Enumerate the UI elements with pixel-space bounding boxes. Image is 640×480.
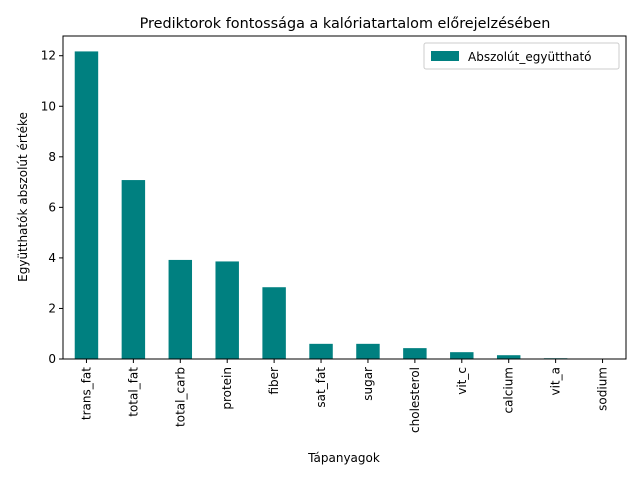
bar-total_carb xyxy=(168,259,193,359)
y-tick-label: 6 xyxy=(48,200,56,214)
x-tick-label: calcium xyxy=(502,367,516,414)
x-tick-label: sat_fat xyxy=(314,367,328,408)
bars-group xyxy=(74,51,615,360)
plot-frame xyxy=(62,35,627,360)
y-tick-label: 12 xyxy=(41,49,56,63)
x-tick-label: vit_a xyxy=(549,367,563,396)
x-tick-label: protein xyxy=(220,367,234,410)
x-axis-label: Tápanyagok xyxy=(307,451,380,465)
bar-sugar xyxy=(356,343,380,359)
x-tick-label: sugar xyxy=(361,367,375,401)
x-tick-label: cholesterol xyxy=(408,367,422,433)
chart-title: Prediktorok fontossága a kalóriatartalom… xyxy=(140,16,551,32)
y-axis-label: Együtthatók abszolút értéke xyxy=(16,112,30,282)
bar-cholesterol xyxy=(403,348,427,359)
x-tick-label: fiber xyxy=(267,367,281,395)
y-tick-label: 4 xyxy=(48,251,56,265)
bar-sat_fat xyxy=(309,343,333,359)
y-tick-label: 2 xyxy=(48,301,56,315)
legend-swatch xyxy=(431,51,459,61)
bar-total_fat xyxy=(121,180,146,359)
bar-vit_c xyxy=(450,352,474,359)
legend-frame xyxy=(423,42,620,70)
bar-trans_fat xyxy=(74,51,99,360)
y-tick-label: 0 xyxy=(48,352,56,366)
x-axis: trans_fat total_fat total_carb protein fiber… xyxy=(79,359,610,433)
y-tick-label: 8 xyxy=(48,150,56,164)
x-tick-label: trans_fat xyxy=(79,367,93,420)
bar-protein xyxy=(215,261,239,359)
y-tick-label: 10 xyxy=(41,99,56,113)
bar-calcium xyxy=(496,355,521,359)
x-tick-label: total_carb xyxy=(173,367,187,427)
bar-fiber xyxy=(262,287,286,359)
x-tick-label: sodium xyxy=(596,367,610,411)
legend-label: Abszolút_együttható xyxy=(468,50,592,64)
x-tick-label: total_fat xyxy=(126,367,140,417)
x-tick-label: vit_c xyxy=(455,367,469,395)
y-axis: 0 2 4 6 8 10 12 xyxy=(41,49,63,366)
legend: Abszolút_együttható xyxy=(423,42,620,70)
